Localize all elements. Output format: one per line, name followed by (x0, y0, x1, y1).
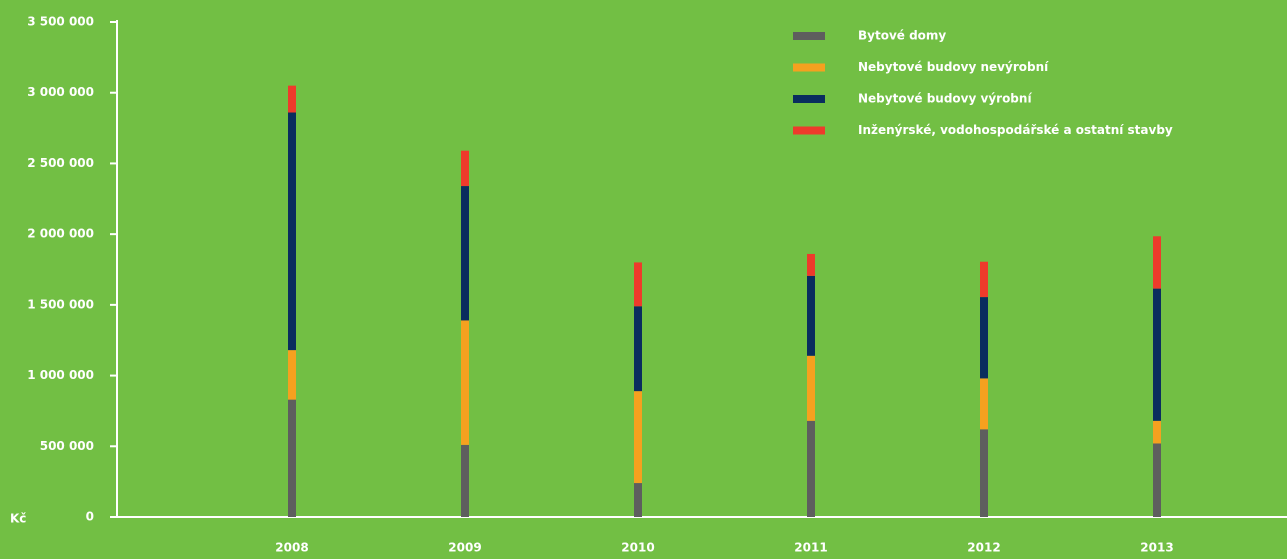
x-tick-label: 2011 (794, 541, 827, 555)
bar-segment (288, 350, 296, 400)
bar-segment (634, 391, 642, 484)
y-tick-label: 1 000 000 (27, 368, 94, 382)
bar-segment (461, 320, 469, 445)
bar-segment (807, 355, 815, 421)
bar-segment (1153, 443, 1161, 517)
bar-segment (980, 261, 988, 298)
bar-segment (634, 262, 642, 307)
y-tick-label: 2 000 000 (27, 227, 94, 241)
y-tick-label: 500 000 (40, 439, 94, 453)
legend-label: Nebytové budovy nevýrobní (858, 60, 1049, 74)
legend-swatch (793, 32, 825, 40)
bar-segment (461, 186, 469, 321)
bar-segment (1153, 288, 1161, 421)
legend-swatch (793, 126, 825, 135)
x-tick-label: 2012 (967, 541, 1000, 555)
y-axis-label: Kč (10, 512, 26, 526)
bar-segment (807, 420, 815, 517)
bar-segment (980, 297, 988, 379)
legend-swatch (793, 63, 825, 72)
legend-label: Inženýrské, vodohospodářské a ostatní st… (858, 123, 1173, 137)
bar-segment (1153, 236, 1161, 289)
x-tick-label: 2008 (275, 541, 308, 555)
bar-segment (807, 275, 815, 356)
legend-swatch (793, 95, 825, 103)
legend-label: Nebytové budovy výrobní (858, 92, 1032, 106)
bar-segment (1153, 420, 1161, 444)
bar-segment (461, 150, 469, 187)
bar-segment (980, 429, 988, 517)
bar-segment (634, 306, 642, 392)
y-tick-label: 3 000 000 (27, 85, 94, 99)
y-tick-label: 2 500 000 (27, 156, 94, 170)
x-tick-label: 2010 (621, 541, 654, 555)
y-tick-label: 3 500 000 (27, 15, 94, 29)
x-tick-label: 2013 (1140, 541, 1173, 555)
bar-segment (634, 483, 642, 517)
legend-label: Bytové domy (858, 29, 946, 43)
bar-segment (807, 253, 815, 276)
bar-segment (288, 112, 296, 351)
y-tick-label: 1 500 000 (27, 297, 94, 311)
bar-segment (461, 444, 469, 517)
y-tick-label: 0 (86, 510, 94, 524)
x-tick-label: 2009 (448, 541, 481, 555)
bar-segment (288, 399, 296, 517)
bar-segment (288, 85, 296, 113)
bar-segment (980, 378, 988, 430)
